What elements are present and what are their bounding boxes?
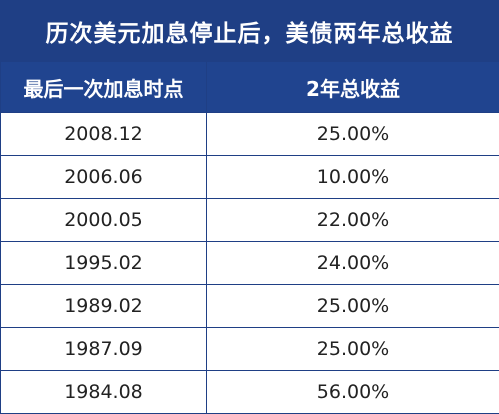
header-last-hike-date: 最后一次加息时点 xyxy=(1,62,207,113)
cell-return: 25.00% xyxy=(207,113,499,156)
cell-date: 1995.02 xyxy=(1,242,207,285)
cell-date: 1989.02 xyxy=(1,285,207,328)
cell-date: 2008.12 xyxy=(1,113,207,156)
cell-date: 2000.05 xyxy=(1,199,207,242)
cell-return: 10.00% xyxy=(207,156,499,199)
header-two-year-return: 2年总收益 xyxy=(207,62,499,113)
table-row: 1989.02 25.00% xyxy=(1,285,499,328)
cell-return: 25.00% xyxy=(207,328,499,371)
table-title: 历次美元加息停止后，美债两年总收益 xyxy=(0,0,499,61)
cell-return: 56.00% xyxy=(207,371,499,414)
table-row: 1984.08 56.00% xyxy=(1,371,499,414)
cell-date: 1987.09 xyxy=(1,328,207,371)
table-row: 2006.06 10.00% xyxy=(1,156,499,199)
header-row: 最后一次加息时点 2年总收益 xyxy=(1,62,499,113)
table-row: 2008.12 25.00% xyxy=(1,113,499,156)
cell-date: 1984.08 xyxy=(1,371,207,414)
cell-return: 25.00% xyxy=(207,285,499,328)
cell-date: 2006.06 xyxy=(1,156,207,199)
table-row: 1995.02 24.00% xyxy=(1,242,499,285)
cell-return: 24.00% xyxy=(207,242,499,285)
cell-return: 22.00% xyxy=(207,199,499,242)
table-row: 2000.05 22.00% xyxy=(1,199,499,242)
table-row: 1987.09 25.00% xyxy=(1,328,499,371)
yield-table: 最后一次加息时点 2年总收益 2008.12 25.00% 2006.06 10… xyxy=(0,61,499,414)
